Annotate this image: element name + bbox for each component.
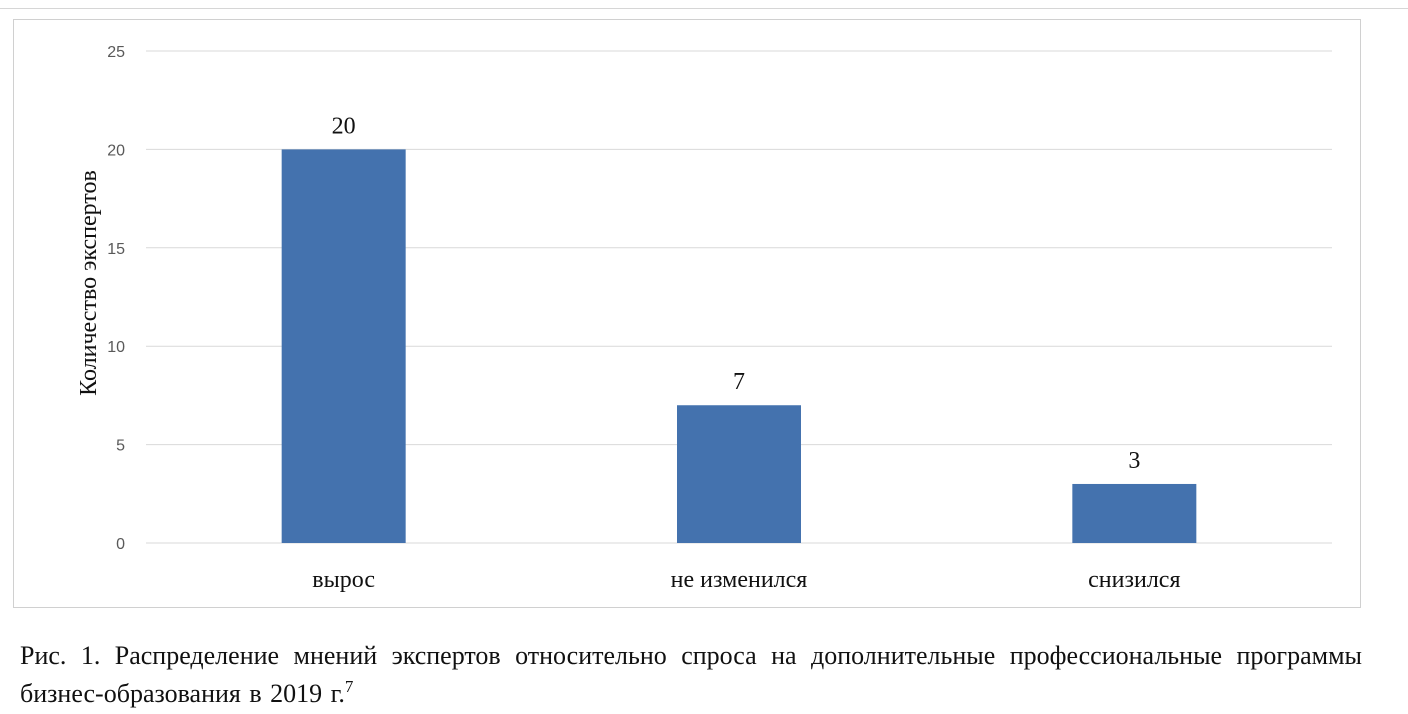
bar [677, 405, 801, 543]
footnote-marker: 7 [344, 677, 354, 696]
caption-text: Рис. 1. Распределение мнений экспертов о… [20, 641, 1362, 708]
y-tick-label: 25 [107, 44, 125, 61]
data-label: 7 [733, 369, 745, 395]
y-tick-label: 0 [116, 536, 125, 553]
bar [281, 149, 406, 543]
y-tick-label: 5 [116, 438, 125, 455]
x-tick-label: вырос [312, 567, 375, 593]
data-label: 3 [1128, 448, 1140, 474]
x-tick-label: не изменился [671, 567, 808, 593]
data-label: 20 [332, 113, 356, 139]
y-tick-label: 15 [107, 241, 125, 258]
y-axis-title: Количество экспертов [76, 170, 102, 396]
chart-frame: 0 5 10 15 20 25 20 вырос 7 не изменился 3 снизился … [13, 19, 1361, 608]
top-divider [0, 8, 1408, 9]
figure-caption: Рис. 1. Распределение мнений экспертов о… [20, 637, 1362, 713]
y-tick-label: 20 [107, 142, 125, 159]
y-tick-label: 10 [107, 339, 125, 356]
x-tick-label: снизился [1088, 567, 1180, 593]
bar [1072, 483, 1197, 543]
